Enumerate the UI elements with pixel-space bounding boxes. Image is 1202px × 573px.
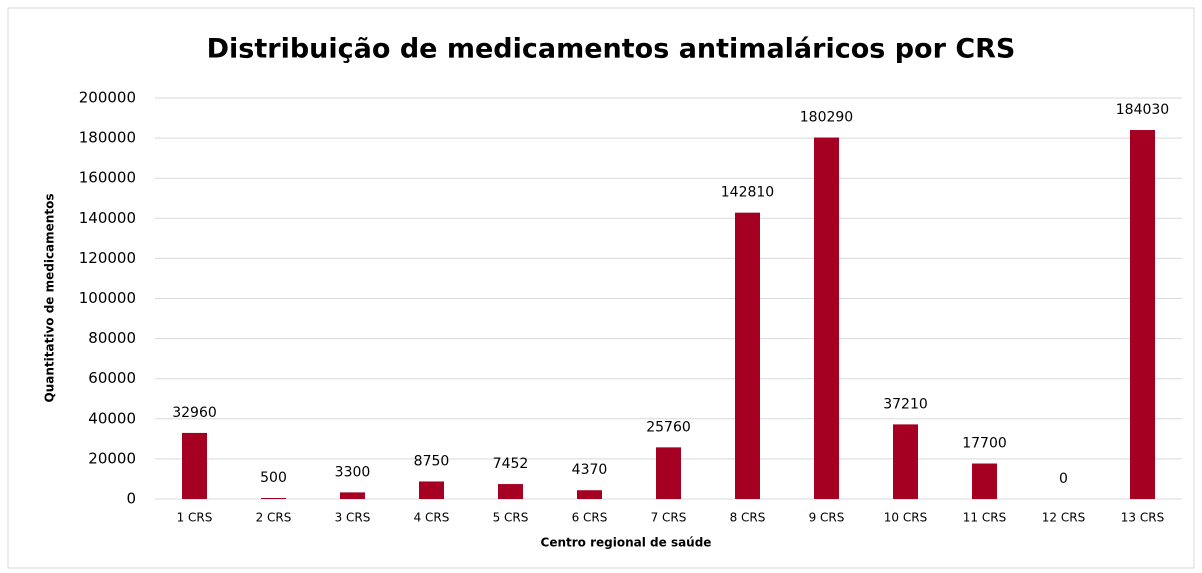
y-tick-label: 120000 (79, 249, 136, 267)
bar (656, 447, 681, 499)
x-tick-label: 1 CRS (177, 511, 213, 525)
x-tick-label: 9 CRS (809, 511, 845, 525)
value-label: 3300 (335, 464, 371, 480)
chart-title: Distribuição de medicamentos antimaláric… (207, 34, 1016, 65)
bar (498, 484, 523, 499)
value-label: 8750 (414, 453, 450, 469)
x-axis-label: Centro regional de saúde (541, 536, 712, 550)
value-label: 32960 (172, 405, 217, 421)
x-tick-label: 10 CRS (884, 511, 927, 525)
x-tick-label: 11 CRS (963, 511, 1006, 525)
y-tick-label: 60000 (88, 369, 136, 387)
x-tick-label: 13 CRS (1121, 511, 1164, 525)
bar (577, 490, 602, 499)
x-tick-label: 2 CRS (256, 511, 292, 525)
value-label: 17700 (962, 436, 1007, 452)
bar (1130, 130, 1155, 500)
y-tick-label: 80000 (88, 329, 136, 347)
value-label: 184030 (1116, 102, 1169, 118)
bar (261, 497, 286, 499)
y-tick-label: 100000 (79, 289, 136, 307)
y-tick-label: 0 (126, 490, 136, 508)
value-label: 37210 (883, 396, 928, 412)
bar (972, 463, 997, 499)
value-label: 142810 (721, 185, 774, 201)
value-label: 25760 (646, 419, 691, 435)
value-label: 0 (1059, 471, 1068, 487)
value-label: 4370 (572, 462, 608, 478)
x-tick-label: 8 CRS (730, 511, 766, 525)
x-tick-label: 5 CRS (493, 511, 529, 525)
x-tick-label: 3 CRS (335, 511, 371, 525)
bar (735, 212, 760, 499)
y-tick-label: 180000 (79, 129, 136, 147)
bar (893, 424, 918, 499)
y-tick-label: 160000 (79, 169, 136, 187)
x-tick-label: 4 CRS (414, 511, 450, 525)
value-label: 7452 (493, 456, 529, 472)
y-tick-label: 40000 (88, 409, 136, 427)
x-tick-label: 7 CRS (651, 511, 687, 525)
x-tick-label: 12 CRS (1042, 511, 1085, 525)
y-tick-label: 20000 (88, 449, 136, 467)
value-label: 180290 (800, 110, 853, 126)
bar (814, 137, 839, 499)
bar (340, 492, 365, 499)
bar (419, 481, 444, 499)
y-axis-label: Quantitativo de medicamentos (43, 194, 57, 403)
value-label: 500 (260, 470, 287, 486)
y-tick-label: 200000 (79, 89, 136, 107)
x-tick-label: 6 CRS (572, 511, 608, 525)
y-tick-label: 140000 (79, 209, 136, 227)
bar (182, 432, 207, 499)
